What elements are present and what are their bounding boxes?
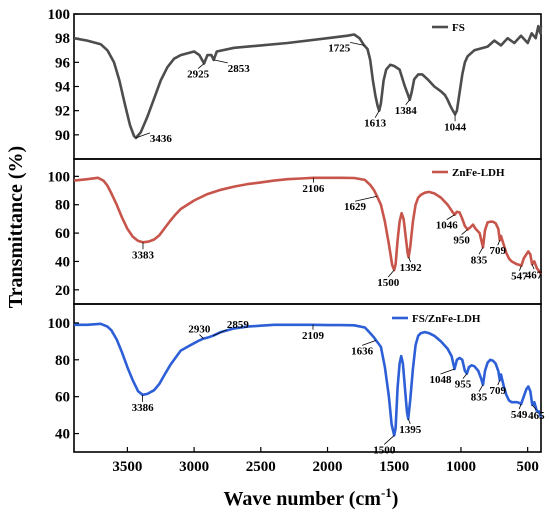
peak-leader [518,403,522,410]
peak-leader [478,384,484,392]
peak-label: 709 [490,245,507,257]
y-tick-label: 80 [55,198,70,214]
x-axis-title-sup: -1 [381,485,392,500]
x-axis-title-close: ) [392,488,399,510]
peak-leader [387,269,395,278]
peak-label: 1044 [444,121,467,133]
peak-leader [374,110,380,118]
y-axis-title: Transmittance (%) [5,146,27,308]
y-tick-label: 92 [55,104,70,120]
y-tick-label: 94 [55,80,71,96]
y-tick-label: 80 [55,353,70,369]
x-tick-label: 2000 [313,459,343,475]
peak-label: 1500 [377,277,400,289]
peak-label: 1392 [400,262,423,274]
y-tick-label: 100 [48,316,71,332]
peak-leader [408,257,412,263]
y-tick-label: 40 [55,254,70,270]
y-tick-label: 60 [55,226,70,242]
peak-label: 1725 [328,42,351,54]
peak-label: 3383 [132,249,155,261]
peak-leader [383,435,395,445]
peak-label: 1636 [351,345,374,357]
y-tick-label: 40 [55,427,70,443]
peak-label: 465 [528,410,545,422]
peak-label: 1500 [373,444,396,456]
peak-label: 1384 [395,105,418,117]
panels-group: 90 92 94 96 98 100 3436 2925 2853 1725 1613 1384 104… [48,7,546,456]
peak-leader [446,214,456,220]
panel-frame [73,158,542,305]
peak-label: 467 [526,269,543,281]
peak-label: 835 [471,254,488,266]
peak-leader [354,195,378,202]
peak-leader [213,59,228,64]
peak-leader [440,368,455,375]
peak-leader [405,99,411,106]
peak-label: 547 [511,271,528,283]
legend-label: FS/ZnFe-LDH [412,313,481,325]
y-tick-label: 98 [55,31,70,47]
peak-label: 1629 [344,201,367,213]
y-tick-label: 60 [55,390,70,406]
x-tick-label: 3500 [112,459,142,475]
panel-frame [73,13,542,160]
peak-label: 2930 [188,324,211,336]
peak-leader [199,334,204,339]
y-tick-label: 90 [55,128,70,144]
panel-frame [73,303,542,453]
peak-label: 950 [453,235,470,247]
peak-leader [407,418,411,424]
peak-leader [212,329,228,337]
x-tick-label: 3000 [179,459,209,475]
x-tick-label: 500 [516,459,539,475]
y-tick-label: 100 [48,7,71,23]
series-line [74,322,543,437]
y-tick-label: 96 [55,55,71,71]
peak-label: 1046 [436,220,459,232]
x-tick-label: 2500 [246,459,276,475]
x-axis-title: Wave number (cm-1) [224,485,399,510]
peak-label: 2853 [228,63,251,75]
series-line [73,176,543,275]
peak-label: 955 [455,379,472,391]
peak-label: 3436 [150,133,173,145]
series-line [73,24,543,140]
y-tick-label: 20 [55,283,70,299]
peak-leader [361,340,377,346]
peak-label: 1048 [430,374,453,386]
x-tick-label: 1000 [446,459,476,475]
peak-label: 2109 [302,330,325,342]
peak-leader [497,240,501,246]
peak-label: 1613 [364,118,387,130]
peak-label: 2925 [187,69,210,81]
peak-label: 709 [490,385,507,397]
x-axis-title-main: Wave number (cm [224,488,382,510]
peak-leader [462,373,468,379]
x-axis-ticks: 3500 3000 2500 2000 1500 1000 500 [112,447,539,475]
peak-label: 2106 [302,183,325,195]
legend-label: ZnFe-LDH [452,167,505,179]
peak-label: 3386 [132,402,155,414]
peak-label: 2859 [227,319,250,331]
x-tick-label: 1500 [379,459,409,475]
peak-leader [497,379,501,386]
peak-leader [478,247,484,255]
y-tick-label: 100 [48,169,71,185]
peak-leader [461,229,468,235]
panel-1: 90 92 94 96 98 100 3436 2925 2853 1725 1613 1384 104… [48,7,543,160]
peak-label: 549 [511,409,528,421]
peak-leader [519,265,522,271]
legend-label: FS [452,22,465,34]
peak-leader [197,63,205,69]
peak-leader [135,132,151,139]
peak-leader [350,42,365,46]
peak-label: 1395 [399,424,422,436]
peak-leader [532,404,537,411]
peak-label: 835 [471,392,488,404]
peak-leader [531,264,535,270]
